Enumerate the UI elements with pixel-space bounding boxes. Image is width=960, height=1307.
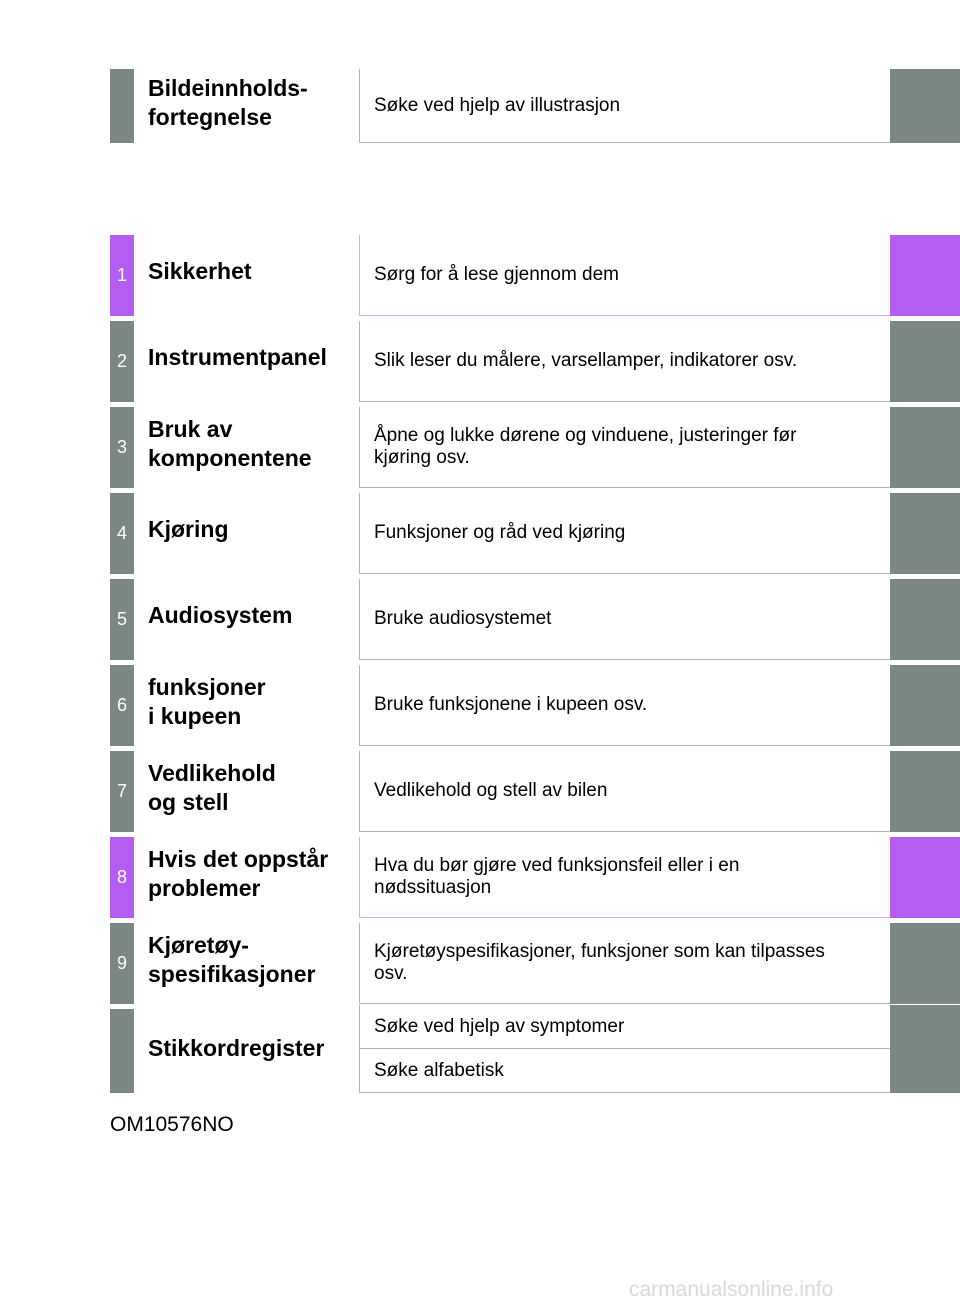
chapter-tab[interactable] <box>890 579 960 660</box>
header-desc: Søke ved hjelp av illustrasjon <box>359 69 890 143</box>
index-alphabetical-link[interactable]: Søke alfabetisk <box>359 1049 960 1093</box>
chapter-tab[interactable] <box>890 923 960 1004</box>
chapter-title: Vedlikehold og stell <box>148 760 276 815</box>
chapter-title: Hvis det oppstår problemer <box>148 846 329 901</box>
chapter-title: Audiosystem <box>148 602 293 628</box>
index-alphabetical-desc: Søke alfabetisk <box>359 1049 890 1093</box>
chapter-number: 6 <box>110 665 134 746</box>
chapter-desc: Kjøretøyspesifikasjoner, funksjoner som … <box>359 923 890 1004</box>
chapter-title: Sikkerhet <box>148 258 252 284</box>
header-title: Bildeinnholds- fortegnelse <box>148 75 308 130</box>
chapter-desc: Slik leser du målere, varsellamper, indi… <box>359 321 890 402</box>
chapter-row-2[interactable]: 2 Instrumentpanel Slik leser du målere, … <box>110 321 960 402</box>
watermark: carmanualsonline.info <box>629 1278 834 1301</box>
chapter-tab[interactable] <box>890 751 960 832</box>
chapter-number: 7 <box>110 751 134 832</box>
chapter-desc: Hva du bør gjøre ved funksjonsfeil eller… <box>359 837 890 918</box>
chapter-tab[interactable] <box>890 407 960 488</box>
chapter-number: 4 <box>110 493 134 574</box>
header-marker <box>110 69 134 143</box>
chapter-row-6[interactable]: 6 funksjoner i kupeen Bruke funksjonene … <box>110 665 960 746</box>
index-row: Stikkordregister Søke ved hjelp av sympt… <box>110 1005 960 1093</box>
header-row[interactable]: Bildeinnholds- fortegnelse Søke ved hjel… <box>110 69 960 143</box>
chapter-tab[interactable] <box>890 493 960 574</box>
chapter-desc: Funksjoner og råd ved kjøring <box>359 493 890 574</box>
chapter-title: Bruk av komponentene <box>148 416 312 471</box>
chapter-desc: Åpne og lukke dørene og vinduene, juster… <box>359 407 890 488</box>
chapter-desc: Sørg for å lese gjennom dem <box>359 235 890 316</box>
chapter-number: 2 <box>110 321 134 402</box>
chapter-row-1[interactable]: 1 Sikkerhet Sørg for å lese gjennom dem <box>110 235 960 316</box>
chapter-desc: Bruke audiosystemet <box>359 579 890 660</box>
chapter-title: Kjøretøy- spesifikasjoner <box>148 932 316 987</box>
chapter-number: 1 <box>110 235 134 316</box>
chapter-title: Instrumentpanel <box>148 344 327 370</box>
chapter-row-4[interactable]: 4 Kjøring Funksjoner og råd ved kjøring <box>110 493 960 574</box>
header-tab[interactable] <box>890 69 960 143</box>
chapter-title: funksjoner i kupeen <box>148 674 266 729</box>
index-alphabetical-tab[interactable] <box>890 1049 960 1093</box>
index-symptoms-link[interactable]: Søke ved hjelp av symptomer <box>359 1005 960 1049</box>
chapter-row-7[interactable]: 7 Vedlikehold og stell Vedlikehold og st… <box>110 751 960 832</box>
chapter-row-8[interactable]: 8 Hvis det oppstår problemer Hva du bør … <box>110 837 960 918</box>
chapter-number: 9 <box>110 923 134 1004</box>
index-symptoms-desc: Søke ved hjelp av symptomer <box>359 1005 890 1049</box>
index-title: Stikkordregister <box>148 1035 325 1061</box>
chapter-row-9[interactable]: 9 Kjøretøy- spesifikasjoner Kjøretøyspes… <box>110 923 960 1004</box>
chapter-tab[interactable] <box>890 321 960 402</box>
chapter-tab[interactable] <box>890 665 960 746</box>
chapter-tab[interactable] <box>890 235 960 316</box>
chapter-number: 8 <box>110 837 134 918</box>
chapter-row-5[interactable]: 5 Audiosystem Bruke audiosystemet <box>110 579 960 660</box>
chapter-row-3[interactable]: 3 Bruk av komponentene Åpne og lukke dør… <box>110 407 960 488</box>
chapter-number: 3 <box>110 407 134 488</box>
chapter-title: Kjøring <box>148 516 229 542</box>
index-marker <box>110 1009 134 1093</box>
chapter-tab[interactable] <box>890 837 960 918</box>
chapter-number: 5 <box>110 579 134 660</box>
document-code: OM10576NO <box>110 1113 234 1136</box>
index-symptoms-tab[interactable] <box>890 1005 960 1049</box>
chapter-desc: Bruke funksjonene i kupeen osv. <box>359 665 890 746</box>
chapter-desc: Vedlikehold og stell av bilen <box>359 751 890 832</box>
